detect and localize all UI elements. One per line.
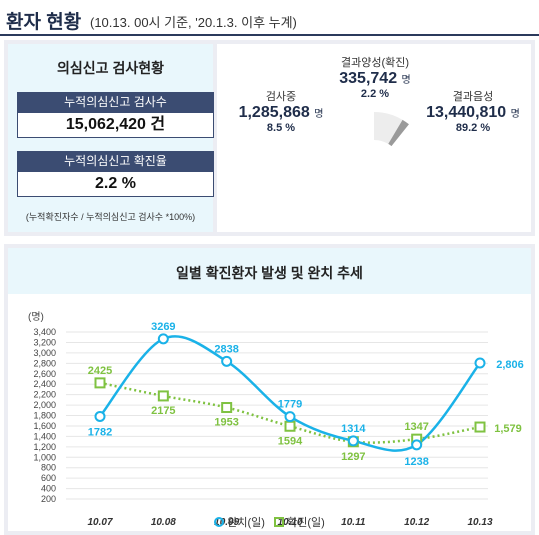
confirmed-data-label: 1297: [341, 451, 365, 463]
y-tick-label: 400: [41, 484, 56, 494]
confirmed-point: [284, 420, 296, 432]
series-recovered-line: [99, 335, 481, 452]
confirmed-point: [157, 390, 169, 402]
y-tick-label: 2,000: [33, 400, 56, 410]
stat-testing-label: 검사중: [265, 91, 297, 103]
recovered-data-label: 1782: [88, 426, 112, 438]
donut-slice-testing: [318, 112, 430, 224]
confirmed-data-label: 1953: [214, 417, 238, 429]
stat-negative-label: 결과음성: [452, 91, 494, 103]
recovered-point: [221, 355, 233, 367]
y-tick-label: 600: [41, 473, 56, 483]
stat-positive-unit: 명: [401, 75, 411, 86]
recovered-point: [157, 333, 169, 345]
stat-positive-label: 결과양성(확진): [340, 57, 410, 69]
recovered-data-label: 2838: [214, 343, 238, 355]
confirmed-data-label: 1,579: [494, 423, 522, 435]
recovered-point: [94, 410, 106, 422]
y-tick-label: 2,200: [33, 390, 56, 400]
y-tick-label: 1,000: [33, 452, 56, 462]
legend-confirmed-marker: [274, 517, 285, 527]
stat-positive-value: 335,742: [339, 70, 398, 87]
recovered-data-label: 3269: [151, 321, 175, 333]
legend-recovered-marker: [214, 517, 225, 527]
stat-positive: 결과양성(확진) 335,742 명 2.2 %: [325, 54, 425, 100]
page-subtitle: (10.13. 00시 기준, '20.1.3. 이후 누계): [90, 15, 297, 30]
stat-negative: 결과음성 13,440,810 명 89.2 %: [417, 88, 529, 134]
donut-slices: [318, 112, 430, 224]
daily-trend-panel: 일별 확진환자 발생 및 완치 추세 (명) 200 400 600 800 1,000 1…: [4, 244, 535, 535]
stat-negative-value: 13,440,810: [426, 104, 507, 121]
daily-trend-card: 일별 확진환자 발생 및 완치 추세 (명) 200 400 600 800 1,000 1…: [8, 248, 531, 531]
y-tick-label: 3,400: [33, 327, 56, 337]
confirmed-point: [94, 377, 106, 389]
stat-testing-value: 1,285,868: [238, 104, 310, 121]
recovered-data-label: 1238: [404, 456, 428, 468]
y-tick-label: 2,600: [33, 369, 56, 379]
daily-trend-chart: (명) 2004006008001,0001,2001,4001,6001,800…: [28, 311, 524, 528]
positive-rate-note: (누적확진자수 / 누적의심신고 검사수 *100%): [25, 212, 196, 222]
y-tick-label: 2,800: [33, 358, 56, 368]
stat-negative-pct: 89.2 %: [455, 122, 491, 134]
legend-recovered-label: 완치(일): [227, 517, 265, 529]
x-tick-label: 10.07: [87, 517, 112, 528]
y-tick-label: 800: [41, 463, 56, 473]
chart-legend: 완치(일) 확진(일): [0, 514, 539, 530]
confirmed-data-label: 2175: [151, 405, 175, 417]
y-tick-label: 1,200: [33, 442, 56, 452]
x-tick-label: 10.09: [214, 517, 239, 528]
y-tick-label: 1,800: [33, 411, 56, 421]
positive-rate-value: 2.2 %: [17, 171, 214, 197]
confirmed-point: [474, 421, 486, 433]
recovered-point: [411, 439, 423, 451]
confirmed-data-label: 1594: [278, 435, 303, 447]
chart-title-band: 일별 확진환자 발생 및 완치 추세: [8, 248, 531, 294]
x-tick-label: 10.08: [151, 517, 176, 528]
positive-rate-label: 누적의심신고 확진율: [17, 151, 214, 171]
header-divider: [0, 34, 539, 36]
stat-positive-pct: 2.2 %: [360, 88, 390, 100]
stat-testing-pct: 8.5 %: [266, 122, 296, 134]
test-result-donut-area: 결과양성(확진) 335,742 명 2.2 % 검사중 1,285,868 명…: [217, 44, 531, 232]
stat-testing-unit: 명: [314, 109, 324, 120]
total-tests-value: 15,062,420 건: [17, 112, 214, 138]
confirmed-data-label: 1347: [404, 421, 428, 433]
page-header: 환자 현황 (10.13. 00시 기준, '20.1.3. 이후 누계): [0, 0, 539, 40]
confirmed-data-label: 2425: [88, 365, 112, 377]
y-tick-label: 2,400: [33, 379, 56, 389]
recovered-data-label: 2,806: [496, 359, 524, 371]
stat-negative-unit: 명: [510, 109, 520, 120]
recovered-point: [347, 435, 359, 447]
chart-title: 일별 확진환자 발생 및 완치 추세: [176, 265, 363, 281]
y-tick-label: 1,400: [33, 431, 56, 441]
y-tick-label: 3,200: [33, 337, 56, 347]
test-status-panel: 의심신고 검사현황 누적의심신고 검사수 15,062,420 건 누적의심신고…: [4, 40, 535, 236]
test-result-donut: [318, 112, 430, 224]
recovered-point: [474, 357, 486, 369]
recovered-data-label: 1314: [341, 423, 366, 435]
total-tests-label: 누적의심신고 검사수: [17, 92, 214, 112]
y-axis-unit: (명): [28, 311, 44, 323]
x-tick-label: 10.10: [277, 517, 302, 528]
y-tick-label: 1,600: [33, 421, 56, 431]
y-tick-label: 3,000: [33, 348, 56, 358]
test-summary-title: 의심신고 검사현황: [57, 60, 164, 76]
recovered-data-label: 1779: [278, 399, 302, 411]
legend-confirmed-label: 확진(일): [287, 517, 325, 529]
y-tick-label: 200: [41, 494, 56, 504]
x-tick-label: 10.12: [404, 517, 429, 528]
x-tick-label: 10.13: [467, 517, 492, 528]
recovered-point: [284, 411, 296, 423]
page-title: 환자 현황: [6, 12, 82, 33]
stat-testing: 검사중 1,285,868 명 8.5 %: [227, 88, 335, 134]
x-tick-label: 10.11: [341, 517, 366, 528]
test-summary-box: 의심신고 검사현황 누적의심신고 검사수 15,062,420 건 누적의심신고…: [8, 44, 214, 232]
confirmed-point: [221, 402, 233, 414]
